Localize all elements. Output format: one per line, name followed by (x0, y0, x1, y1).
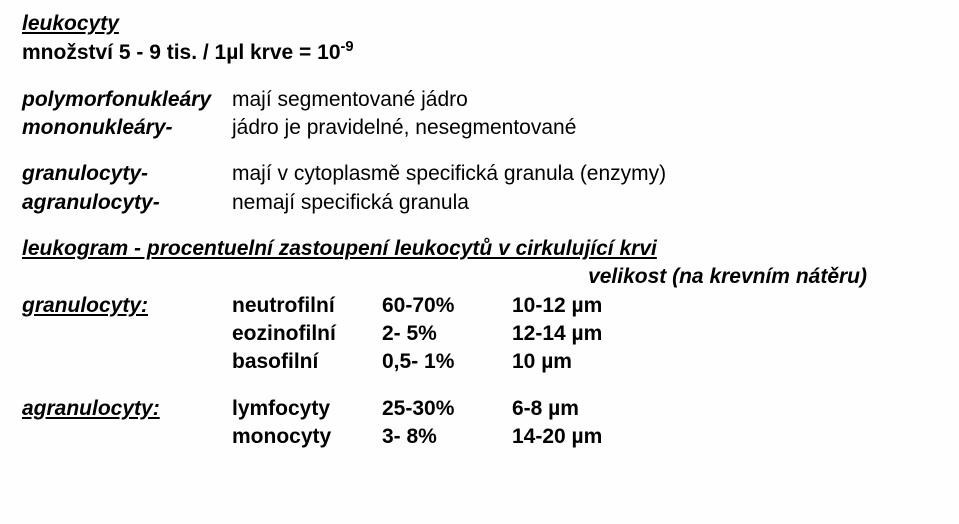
agranulo-size-1: 14-20 µm (512, 423, 937, 451)
agranulo-label: agranulocyty: (22, 395, 232, 423)
granulo-label: granulocyty: (22, 292, 232, 320)
title: leukocyty (22, 10, 937, 38)
def1-desc-1: jádro je pravidelné, nesegmentované (232, 114, 937, 142)
document-page: leukocyty množství 5 - 9 tis. / 1µl krve… (0, 0, 959, 461)
leukogram-right-row: velikost (na krevním nátěru) (22, 263, 937, 291)
granulo-row-1: eozinofilní 2- 5% 12-14 µm (22, 320, 937, 348)
agranulo-row-1: monocyty 3- 8% 14-20 µm (22, 423, 937, 451)
def1-term-0: polymorfonukleáry (22, 86, 232, 114)
def1-desc-0: mají segmentované jádro (232, 86, 937, 114)
def2-row-1: agranulocyty- nemají specifická granula (22, 189, 937, 217)
agranulo-size-0: 6-8 µm (512, 395, 937, 423)
agranulo-type-1: monocyty (232, 423, 382, 451)
def2-term-0: granulocyty- (22, 160, 232, 188)
subtitle: množství 5 - 9 tis. / 1µl krve = 10-9 (22, 38, 937, 67)
granulo-pct-0: 60-70% (382, 292, 512, 320)
granulo-size-2: 10 µm (512, 348, 937, 376)
subtitle-sup: -9 (341, 39, 354, 55)
granulo-size-0: 10-12 µm (512, 292, 937, 320)
leukogram-right: velikost (na krevním nátěru) (588, 263, 937, 291)
agranulo-row-0: agranulocyty: lymfocyty 25-30% 6-8 µm (22, 395, 937, 423)
def2-term-1: agranulocyty- (22, 189, 232, 217)
granulo-size-1: 12-14 µm (512, 320, 937, 348)
agranulo-pct-0: 25-30% (382, 395, 512, 423)
agranulo-pct-1: 3- 8% (382, 423, 512, 451)
granulo-row-0: granulocyty: neutrofilní 60-70% 10-12 µm (22, 292, 937, 320)
agranulo-type-0: lymfocyty (232, 395, 382, 423)
def1-term-1: mononukleáry- (22, 114, 232, 142)
granulo-pct-2: 0,5- 1% (382, 348, 512, 376)
def2-desc-0: mají v cytoplasmě specifická granula (en… (232, 160, 937, 188)
granulo-type-2: basofilní (232, 348, 382, 376)
def1-row-0: polymorfonukleáry mají segmentované jádr… (22, 86, 937, 114)
def1-row-1: mononukleáry- jádro je pravidelné, neseg… (22, 114, 937, 142)
granulo-type-0: neutrofilní (232, 292, 382, 320)
granulo-type-1: eozinofilní (232, 320, 382, 348)
granulo-pct-1: 2- 5% (382, 320, 512, 348)
def2-row-0: granulocyty- mají v cytoplasmě specifick… (22, 160, 937, 188)
leukogram-line: leukogram - procentuelní zastoupení leuk… (22, 235, 937, 263)
def2-desc-1: nemají specifická granula (232, 189, 937, 217)
granulo-row-2: basofilní 0,5- 1% 10 µm (22, 348, 937, 376)
subtitle-text: množství 5 - 9 tis. / 1µl krve = 10 (22, 41, 341, 64)
